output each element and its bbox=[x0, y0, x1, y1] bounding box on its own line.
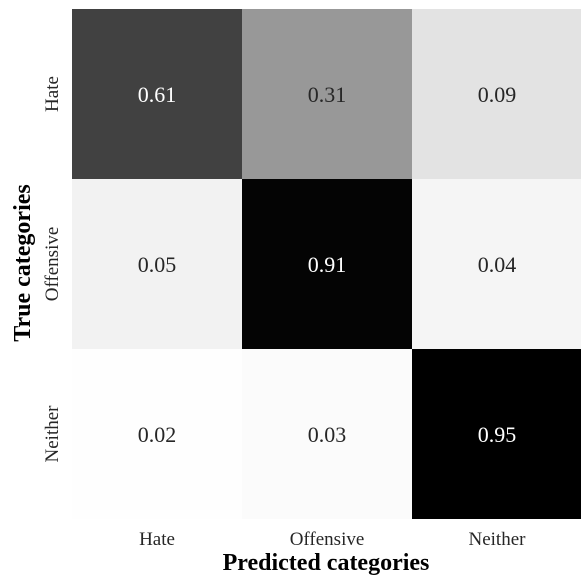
cell-value-label-r2-c2: 0.95 bbox=[478, 422, 517, 447]
heatmap-cell-r0-c1 bbox=[242, 9, 412, 179]
cell-value-label-r0-c0: 0.61 bbox=[138, 82, 177, 107]
cell-value-label-r2-c0: 0.02 bbox=[138, 422, 177, 447]
heatmap-cell-r2-c1 bbox=[242, 349, 412, 519]
heatmap-cell-r0-c0 bbox=[72, 9, 242, 179]
y-tick-label-1: Offensive bbox=[42, 227, 63, 302]
cell-value-label-r0-c2: 0.09 bbox=[478, 82, 517, 107]
y-tick-labels: Hate Offensive Neither bbox=[42, 76, 63, 462]
cell-value-label-r0-c1: 0.31 bbox=[308, 82, 347, 107]
x-tick-labels: Hate Offensive Neither bbox=[139, 529, 526, 550]
heatmap-cell-r2-c0 bbox=[72, 349, 242, 519]
heatmap-cell-r0-c2 bbox=[412, 9, 581, 179]
cell-value-labels: 0.61 0.31 0.09 0.05 0.91 0.04 0.02 0.03 0.95 bbox=[138, 82, 517, 447]
heatmap-cell-r2-c2 bbox=[412, 349, 581, 519]
heatmap-cells bbox=[72, 9, 581, 519]
heatmap-cell-r1-c2 bbox=[412, 179, 581, 349]
cell-value-label-r1-c1: 0.91 bbox=[308, 252, 347, 277]
cell-value-label-r1-c2: 0.04 bbox=[478, 252, 517, 277]
cell-value-label-r2-c1: 0.03 bbox=[308, 422, 347, 447]
heatmap-cell-r1-c0 bbox=[72, 179, 242, 349]
x-tick-label-2: Neither bbox=[469, 529, 527, 550]
y-tick-label-2: Neither bbox=[42, 405, 63, 463]
x-tick-label-1: Offensive bbox=[290, 529, 365, 550]
x-axis-label: Predicted categories bbox=[223, 550, 430, 576]
x-tick-label-0: Hate bbox=[139, 529, 175, 550]
y-axis-label: True categories bbox=[10, 184, 36, 342]
cell-value-label-r1-c0: 0.05 bbox=[138, 252, 177, 277]
heatmap-cell-r1-c1 bbox=[242, 179, 412, 349]
y-tick-label-0: Hate bbox=[42, 76, 63, 112]
